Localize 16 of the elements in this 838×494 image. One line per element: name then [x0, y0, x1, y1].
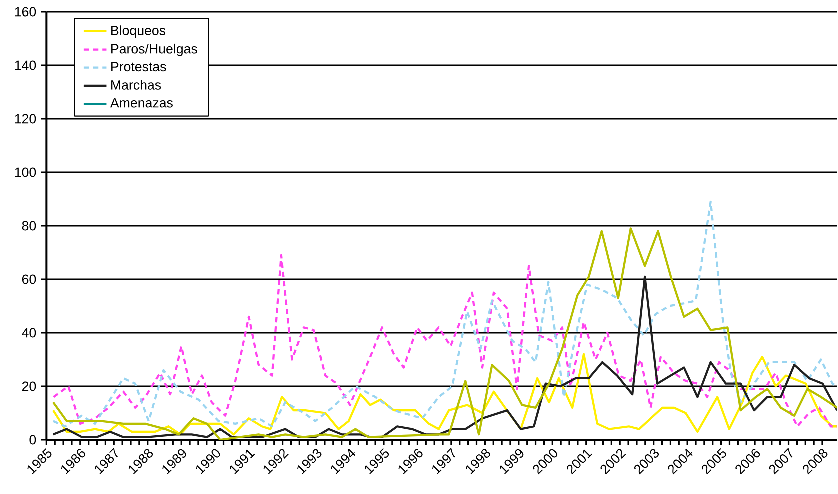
y-tick-label: 140: [15, 60, 36, 70]
y-tick-label: 0: [30, 435, 36, 445]
legend-label: Paros/Huelgas: [112, 44, 198, 56]
y-tick-label: 60: [22, 274, 36, 284]
y-tick-label: 20: [22, 382, 36, 392]
y-tick-label: 80: [22, 221, 36, 231]
y-tick-label: 120: [15, 114, 36, 124]
y-tick-label: 100: [15, 168, 36, 178]
legend-label: Marchas: [112, 80, 162, 90]
legend-label: Amenazas: [110, 98, 173, 108]
legend-label: Protestas: [112, 62, 166, 72]
line-series: [52, 228, 838, 440]
y-tick-label: 40: [22, 328, 36, 338]
legend-label: Bloqueos: [112, 26, 166, 38]
y-tick-label: 160: [15, 7, 36, 17]
line-series: [52, 276, 838, 438]
